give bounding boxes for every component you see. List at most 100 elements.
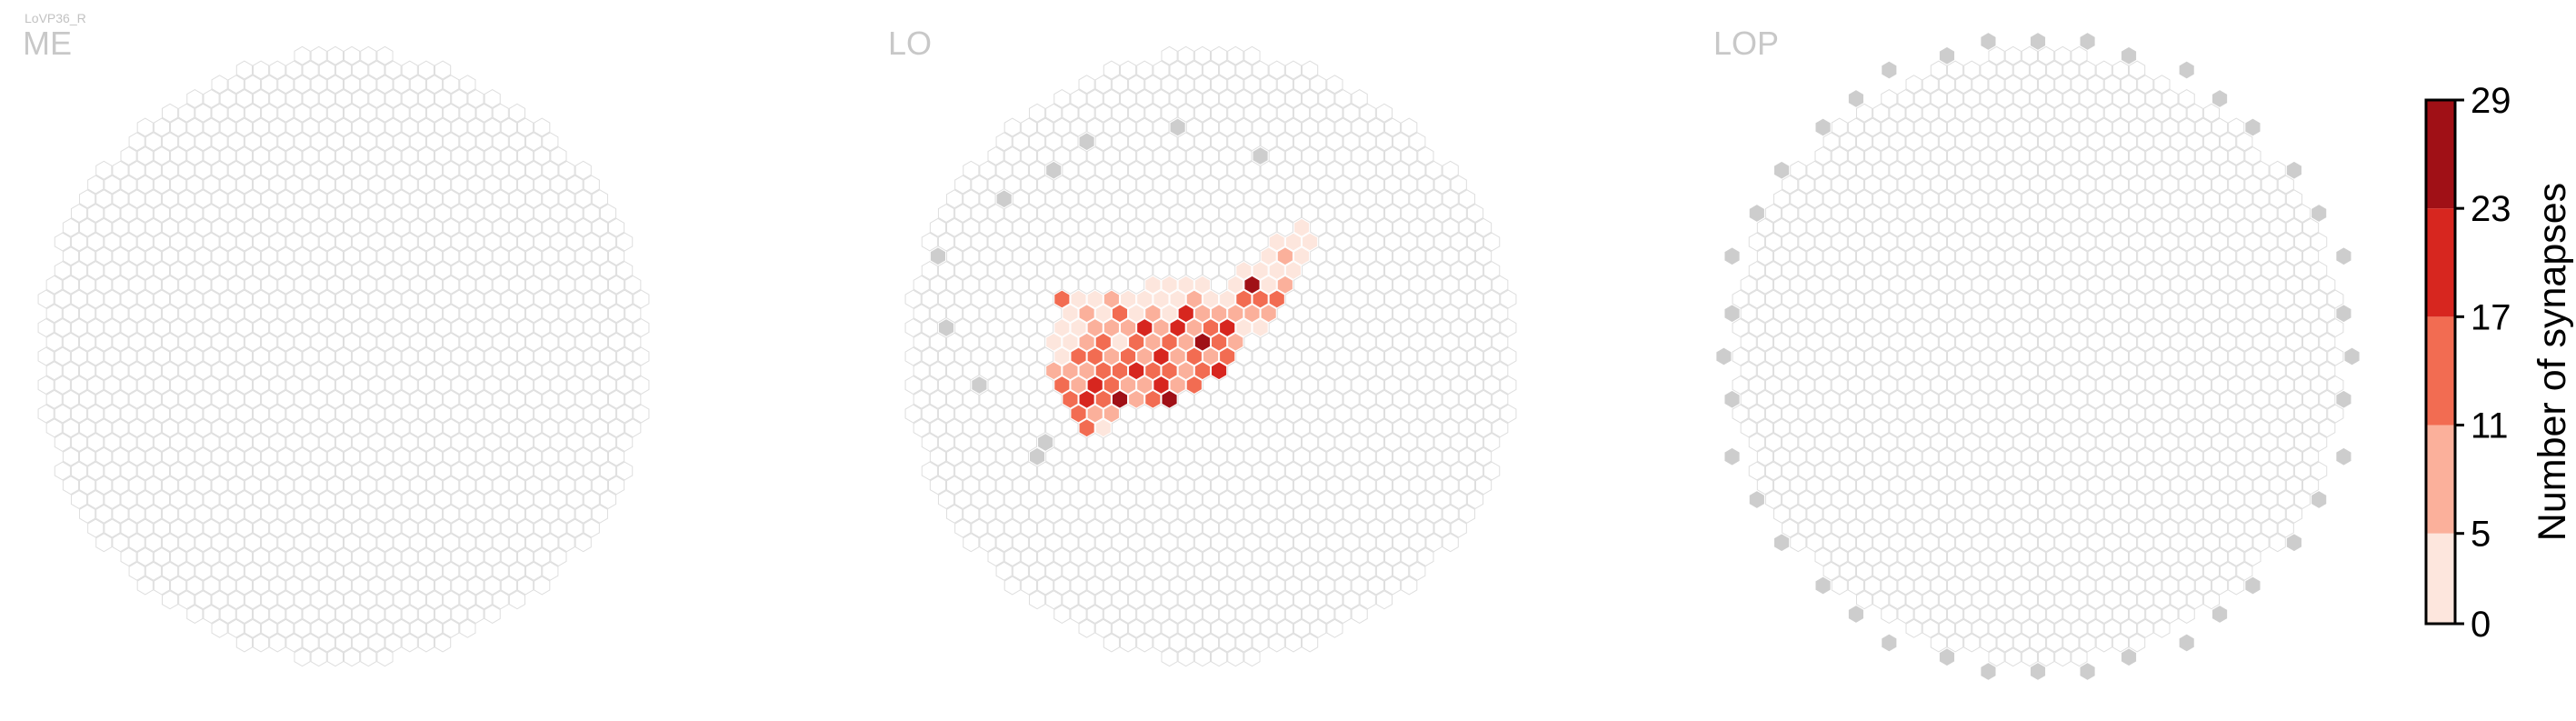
hex-cell bbox=[2252, 476, 2270, 496]
hex-cell bbox=[310, 189, 327, 209]
panel-label-me: ME bbox=[23, 25, 72, 62]
hex-cell bbox=[1814, 232, 1832, 252]
hex-cell bbox=[2153, 418, 2171, 438]
hex-cell bbox=[1334, 576, 1352, 596]
hex-cell-synapses bbox=[1276, 246, 1293, 266]
hex-cell bbox=[2012, 232, 2030, 252]
hex-cell bbox=[1351, 232, 1368, 252]
hex-cell bbox=[1053, 175, 1071, 195]
hex-cell bbox=[1393, 389, 1410, 409]
hex-cell bbox=[1185, 60, 1203, 80]
hex-cell bbox=[443, 476, 460, 496]
hex-cell bbox=[1798, 376, 1815, 395]
hex-cell bbox=[1343, 561, 1360, 581]
hex-cell bbox=[352, 346, 369, 366]
hex-cell bbox=[2220, 160, 2237, 180]
hex-cell bbox=[417, 204, 435, 223]
hex-cell-outside bbox=[2335, 304, 2352, 324]
hex-cell bbox=[1913, 605, 1931, 624]
hex-cell-synapses bbox=[1053, 376, 1071, 395]
hex-cell-synapses bbox=[1177, 275, 1194, 295]
hex-cell bbox=[1128, 189, 1145, 209]
hex-cell bbox=[1401, 547, 1418, 566]
hex-cell bbox=[178, 389, 195, 409]
hex-cell bbox=[1417, 404, 1434, 424]
hex-cell bbox=[2145, 89, 2162, 108]
hex-cell bbox=[608, 246, 625, 266]
hex-cell bbox=[1972, 504, 1989, 524]
hex-cell bbox=[525, 389, 543, 409]
hex-cell bbox=[203, 318, 220, 337]
hex-cell bbox=[1955, 75, 1972, 95]
hex-cell bbox=[376, 446, 394, 466]
hex-cell bbox=[954, 461, 972, 481]
hex-cell-synapses bbox=[1119, 318, 1137, 337]
hex-cell bbox=[2054, 389, 2072, 409]
hex-cell bbox=[1433, 175, 1451, 195]
hex-cell bbox=[443, 160, 460, 180]
hex-cell bbox=[360, 160, 377, 180]
hex-cell bbox=[2029, 146, 2047, 165]
hex-cell bbox=[368, 318, 385, 337]
hex-cell bbox=[937, 433, 955, 452]
hex-cell bbox=[2071, 189, 2088, 209]
hex-cell bbox=[1963, 175, 1981, 195]
hex-cell bbox=[1790, 476, 1807, 496]
hex-cell bbox=[1466, 461, 1484, 481]
hex-cell bbox=[516, 490, 534, 509]
hex-cell bbox=[1980, 633, 1997, 653]
hex-cell bbox=[1078, 75, 1095, 95]
hex-cell bbox=[1227, 103, 1244, 123]
hex-cell bbox=[467, 232, 484, 252]
hex-cell bbox=[2277, 376, 2294, 395]
hex-cell bbox=[608, 476, 625, 496]
hex-cell bbox=[2162, 117, 2179, 137]
hex-cell bbox=[1955, 275, 1972, 295]
hex-cell bbox=[1136, 117, 1153, 137]
hex-cell bbox=[2220, 304, 2237, 324]
hex-cell bbox=[195, 332, 212, 352]
hex-cell bbox=[417, 576, 435, 596]
hex-cell bbox=[2046, 60, 2063, 80]
hex-cell bbox=[2244, 175, 2261, 195]
hex-cell bbox=[443, 389, 460, 409]
hex-cell bbox=[1946, 433, 1964, 452]
hex-cell bbox=[219, 376, 236, 395]
hex-cell bbox=[954, 518, 972, 538]
hex-cell bbox=[277, 304, 295, 324]
hex-cell bbox=[352, 232, 369, 252]
hex-cell bbox=[2004, 561, 2022, 581]
hex-cell bbox=[2269, 418, 2286, 438]
hex-cell bbox=[1359, 476, 1376, 496]
hex-cell bbox=[1450, 232, 1467, 252]
hex-cell bbox=[1202, 404, 1220, 424]
hex-cell bbox=[1012, 361, 1029, 381]
hex-cell bbox=[1202, 146, 1220, 165]
hex-cell bbox=[2120, 561, 2138, 581]
hex-cell bbox=[1219, 576, 1236, 596]
hex-cell bbox=[467, 318, 484, 337]
hex-cell bbox=[425, 361, 444, 381]
hex-cell bbox=[368, 60, 385, 80]
hex-cell bbox=[1798, 318, 1815, 337]
hex-cell bbox=[1839, 533, 1856, 553]
hex-cell bbox=[1153, 146, 1170, 165]
hex-cell bbox=[1955, 618, 1972, 638]
hex-cell bbox=[2071, 590, 2088, 610]
hex-cell bbox=[95, 418, 113, 438]
hex-cell bbox=[1020, 376, 1038, 395]
hex-cell bbox=[467, 404, 484, 424]
hex-cell bbox=[203, 433, 220, 452]
hex-cell bbox=[987, 175, 1004, 195]
hex-cell bbox=[112, 160, 129, 180]
hex-cell bbox=[954, 289, 972, 309]
hex-cell bbox=[1913, 289, 1931, 309]
hex-cell bbox=[1284, 346, 1303, 366]
hex-cell bbox=[516, 547, 534, 566]
hex-cell bbox=[1326, 389, 1343, 409]
hex-cell bbox=[1980, 547, 1997, 566]
hex-cell bbox=[1037, 175, 1054, 195]
hex-cell bbox=[1310, 189, 1327, 209]
hex-cell-synapses bbox=[1144, 275, 1162, 295]
hex-cell bbox=[633, 404, 650, 424]
